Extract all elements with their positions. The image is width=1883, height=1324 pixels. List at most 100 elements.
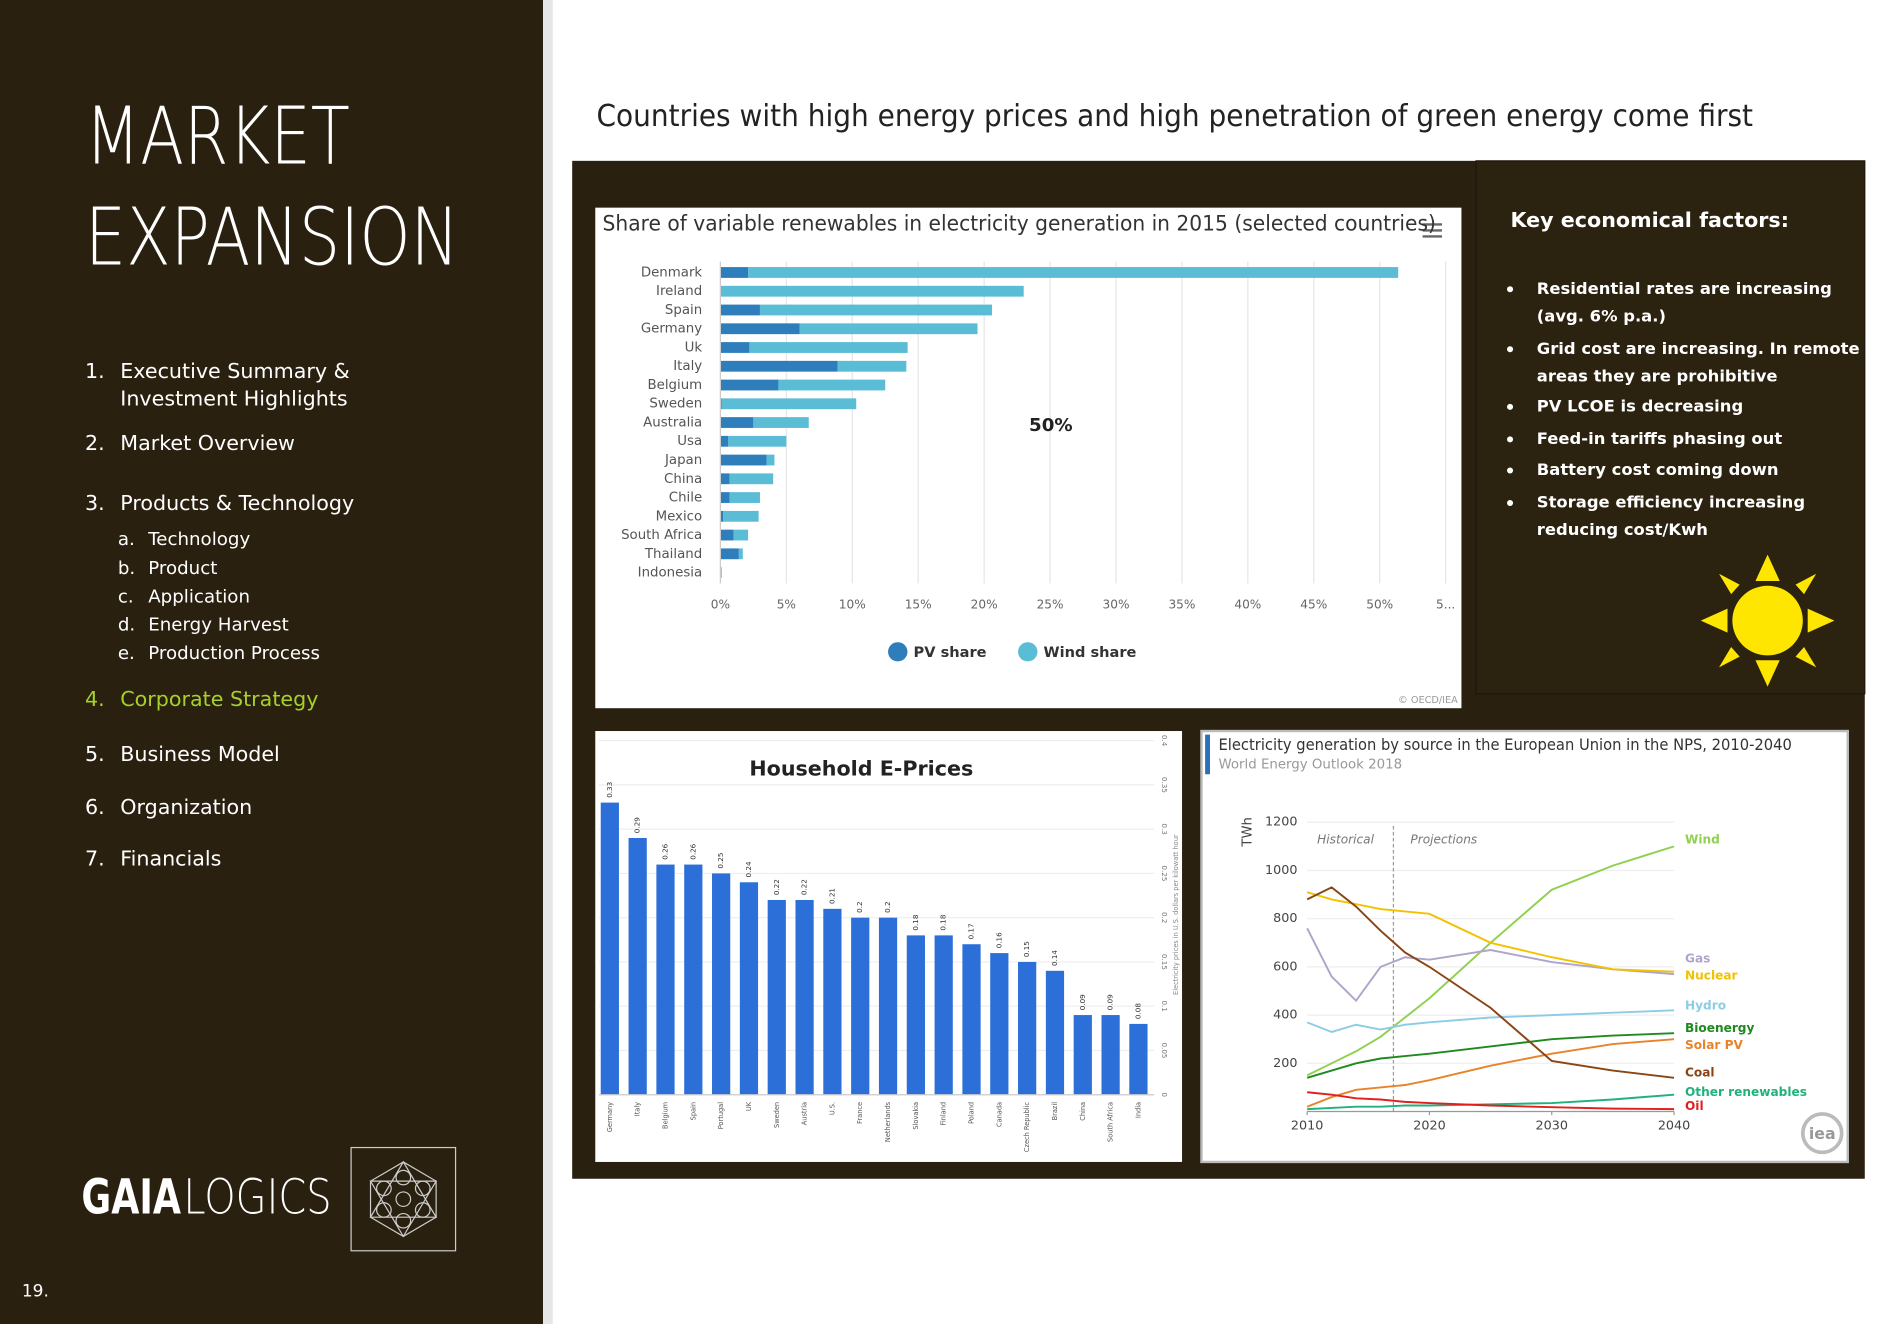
x-tick-label: 15% — [905, 598, 932, 612]
y-tick-label: 0.05 — [1160, 1042, 1169, 1058]
submenu-letter: e. — [118, 643, 135, 664]
x-tick-label: 30% — [1103, 598, 1130, 612]
sidebar-title: MARKET — [85, 90, 350, 182]
page-number: 19. — [22, 1281, 49, 1301]
bar — [795, 899, 814, 1095]
y-tick-label: Chile — [669, 491, 702, 506]
bar — [1101, 1015, 1120, 1095]
legend-label: Other renewables — [1685, 1085, 1807, 1099]
x-tick-label: 2020 — [1413, 1117, 1445, 1132]
submenu-letter: a. — [118, 529, 135, 550]
y-tick-label: Mexico — [656, 509, 703, 524]
bar-segment — [723, 510, 759, 522]
bar-segment — [720, 304, 760, 316]
bar — [823, 908, 842, 1095]
y-tick-label: Sweden — [649, 397, 702, 412]
legend-label: Solar PV — [1685, 1038, 1744, 1052]
legend-label: Wind — [1685, 833, 1720, 847]
x-tick-label: 5... — [1436, 598, 1455, 612]
value-label: 0.2 — [883, 901, 892, 912]
bar — [990, 953, 1009, 1095]
factor-item: Storage efficiency increasing — [1537, 493, 1805, 512]
y-tick-label: 0.3 — [1160, 823, 1169, 835]
value-label: 0.17 — [966, 923, 975, 939]
bullet — [1507, 499, 1514, 506]
bullet — [1507, 403, 1514, 410]
bar — [656, 864, 675, 1095]
bar — [906, 935, 925, 1095]
y-tick-label: 0.4 — [1160, 735, 1169, 747]
menu-item: Business Model — [120, 742, 280, 766]
bar — [851, 917, 870, 1095]
submenu-item: Product — [148, 558, 217, 579]
bullet — [1507, 436, 1514, 443]
menu-number: 5. — [85, 742, 105, 766]
bar-segment — [720, 323, 800, 335]
menu-item: Products & Technology — [120, 491, 354, 515]
x-tick-label: 0% — [711, 598, 730, 612]
factors-title: Key economical factors: — [1511, 208, 1789, 232]
bar-segment — [720, 379, 779, 391]
logo-text: LOGICS — [183, 1170, 331, 1226]
legend-label: Wind share — [1044, 645, 1137, 661]
x-tick-label: Brazil — [1051, 1102, 1059, 1121]
value-label: 0.14 — [1050, 950, 1059, 966]
x-tick-label: 20% — [971, 598, 998, 612]
value-label: 0.26 — [660, 843, 669, 859]
x-tick-label: 35% — [1168, 598, 1195, 612]
bar-segment — [720, 267, 749, 278]
submenu-item: Technology — [147, 529, 250, 550]
value-label: 0.15 — [1022, 941, 1031, 957]
y-tick-label: Germany — [641, 322, 702, 337]
x-tick-label: 45% — [1300, 598, 1327, 612]
factor-item: Grid cost are increasing. In remote — [1537, 339, 1860, 358]
x-tick-label: Belgium — [661, 1102, 669, 1129]
value-label: 0.18 — [911, 914, 920, 930]
menu-number: 7. — [85, 847, 105, 871]
x-tick-label: 40% — [1234, 598, 1261, 612]
bar-segment — [738, 548, 743, 560]
bar-segment — [720, 454, 767, 466]
line-series — [1306, 886, 1675, 1079]
value-label: 0.18 — [939, 914, 948, 930]
x-tick-label: U.S. — [828, 1102, 836, 1115]
y-tick-label: 400 — [1273, 1007, 1297, 1022]
bar-segment — [778, 379, 886, 391]
bar — [628, 838, 647, 1095]
bar — [1018, 961, 1037, 1095]
value-label: 0.29 — [633, 817, 642, 833]
x-tick-label: Portugal — [717, 1102, 725, 1129]
value-label: 0.33 — [605, 781, 614, 797]
menu-item: Organization — [120, 795, 252, 819]
legend-label: Bioenergy — [1685, 1021, 1755, 1035]
menu-item: Market Overview — [120, 431, 295, 455]
bar-segment — [720, 567, 722, 578]
y-tick-label: 0.35 — [1160, 777, 1169, 793]
x-tick-label: 2010 — [1291, 1117, 1323, 1132]
bar — [1045, 970, 1065, 1095]
bar-segment — [720, 548, 739, 560]
bar-segment — [720, 473, 730, 485]
factors-box — [1475, 160, 1866, 695]
credit: © OECD/IEA — [1398, 695, 1458, 706]
x-tick-label: Slovakia — [912, 1102, 920, 1130]
bar-segment — [749, 342, 908, 353]
sidebar — [0, 0, 544, 1324]
x-tick-label: Poland — [967, 1102, 975, 1124]
y-tick-label: 0.1 — [1160, 1000, 1169, 1011]
x-tick-label: Netherlands — [884, 1101, 892, 1142]
submenu-item: Energy Harvest — [148, 614, 289, 635]
legend-label: Gas — [1685, 952, 1710, 966]
y-tick-label: Thailand — [644, 547, 702, 562]
x-tick-label: Finland — [940, 1102, 948, 1126]
y-tick-label: South Africa — [621, 528, 702, 543]
bar-segment — [766, 454, 775, 466]
chart-subtitle: World Energy Outlook 2018 — [1218, 758, 1402, 773]
x-tick-label: UK — [745, 1101, 753, 1111]
y-tick-label: 1000 — [1265, 862, 1297, 877]
y-tick-label: Australia — [643, 416, 702, 431]
x-tick-label: 10% — [839, 598, 866, 612]
bar-segment — [759, 304, 993, 316]
y-tick-label: 200 — [1273, 1055, 1297, 1070]
